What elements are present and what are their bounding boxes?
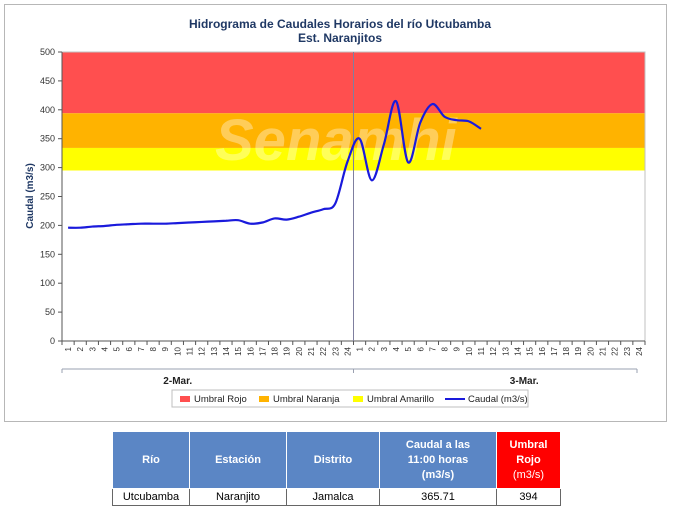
x-tick-label: 13 [210,346,219,355]
x-tick-label: 12 [198,346,207,355]
x-tick-label: 5 [113,346,122,351]
x-tick-label: 2 [368,346,377,351]
legend-swatch-amarillo [353,396,363,402]
table-header-row: Río Estación Distrito Caudal a las 11:00… [112,431,561,489]
header-caudal: Caudal a las 11:00 horas (m3/s) [379,431,497,489]
header-estacion: Estación [189,431,287,489]
y-tick-label: 300 [40,163,55,173]
x-tick-label: 10 [173,346,182,355]
x-tick-label: 21 [598,346,607,355]
x-tick-label: 24 [343,346,352,355]
station-table: Río Estación Distrito Caudal a las 11:00… [112,431,561,506]
x-tick-label: 14 [222,346,231,355]
cell-caudal: 365.71 [379,488,497,506]
x-tick-label: 11 [477,346,486,355]
x-tick-label: 6 [125,346,134,351]
legend-swatch-naranja [259,396,269,402]
header-caudal-line1: Caudal a las [405,438,471,451]
x-tick-label: 10 [465,346,474,355]
x-tick-label: 6 [416,346,425,351]
x-tick-label: 22 [319,346,328,355]
x-tick-label: 16 [246,346,255,355]
x-tick-label: 20 [295,346,304,355]
x-tick-label: 3 [380,346,389,351]
x-tick-label: 7 [137,346,146,351]
header-umbral-line3: (m3/s) [512,468,545,481]
y-tick-label: 500 [40,47,55,57]
x-tick-label: 12 [489,346,498,355]
x-tick-label: 14 [513,346,522,355]
x-axis: 1 2 3 4 5 6 7 8 9 10 11 12 13 14 15 16 17 18 19 20 21 22 23 24 1… [61,52,646,387]
x-tick-label: 19 [283,346,292,355]
x-tick-label: 23 [623,346,632,355]
x-tick-label: 11 [186,346,195,355]
legend-label-caudal: Caudal (m3/s) [468,394,528,405]
hydrograph-chart: Hidrograma de Caudales Horarios del río … [25,17,646,408]
x-tick-label: 22 [611,346,620,355]
x-tick-label: 24 [635,346,644,355]
x-tick-label: 9 [161,346,170,351]
x-tick-label: 21 [307,346,316,355]
day-label-1: 3-Mar. [510,376,539,387]
x-tick-label: 2 [76,346,85,351]
x-tick-label: 1 [64,346,73,351]
x-tick-label: 18 [271,346,280,355]
x-tick-label: 1 [356,346,365,351]
x-tick-label: 8 [441,346,450,351]
x-tick-label: 4 [101,346,110,351]
y-tick-label: 50 [45,307,55,317]
x-tick-label: 15 [526,346,535,355]
legend-label-rojo: Umbral Rojo [194,394,247,405]
cell-umbral: 394 [496,488,561,506]
x-tick-label: 3 [88,346,97,351]
header-distrito: Distrito [286,431,380,489]
x-tick-label: 17 [550,346,559,355]
x-tick-label: 15 [234,346,243,355]
x-tick-label: 8 [149,346,158,351]
header-umbral: Umbral Rojo (m3/s) [496,431,561,489]
x-tick-label: 23 [331,346,340,355]
y-axis-label: Caudal (m3/s) [25,163,36,229]
x-tick-label: 5 [404,346,413,351]
y-tick-label: 150 [40,249,55,259]
x-tick-label: 17 [258,346,267,355]
chart-title: Hidrograma de Caudales Horarios del río … [189,17,491,31]
x-tick-label: 16 [538,346,547,355]
y-axis: 0 50 100 150 200 250 300 350 400 450 500 [40,47,63,346]
legend: Umbral Rojo Umbral Naranja Umbral Amaril… [171,389,529,408]
legend-label-naranja: Umbral Naranja [273,394,340,405]
header-caudal-line2: 11:00 horas [407,453,469,466]
day-label-0: 2-Mar. [163,376,192,387]
cell-estacion: Naranjito [189,488,287,506]
x-tick-label: 9 [453,346,462,351]
series-layer [68,100,482,229]
y-tick-label: 450 [40,76,55,86]
chart-subtitle: Est. Naranjitos [298,31,382,45]
x-tick-label: 18 [562,346,571,355]
y-tick-label: 200 [40,220,55,230]
legend-label-amarillo: Umbral Amarillo [367,394,434,405]
y-tick-label: 350 [40,134,55,144]
cell-distrito: Jamalca [286,488,380,506]
y-tick-label: 100 [40,278,55,288]
cell-rio: Utcubamba [112,488,190,506]
x-tick-label: 19 [574,346,583,355]
x-tick-label: 13 [501,346,510,355]
header-umbral-line1: Umbral [509,438,548,451]
legend-box [171,389,529,408]
y-tick-label: 0 [50,336,55,346]
watermark-text: Senamhi [215,108,459,173]
legend-swatch-rojo [180,396,190,402]
header-umbral-line2: Rojo [516,453,541,466]
x-tick-label: 20 [586,346,595,355]
x-tick-label: 7 [428,346,437,351]
header-rio: Río [112,431,190,489]
table-row: Utcubamba Naranjito Jamalca 365.71 394 [112,488,561,506]
x-tick-label: 4 [392,346,401,351]
series-line-caudal [68,100,482,229]
header-caudal-line3: (m3/s) [421,468,455,481]
y-tick-label: 400 [40,105,55,115]
y-tick-label: 250 [40,192,55,202]
